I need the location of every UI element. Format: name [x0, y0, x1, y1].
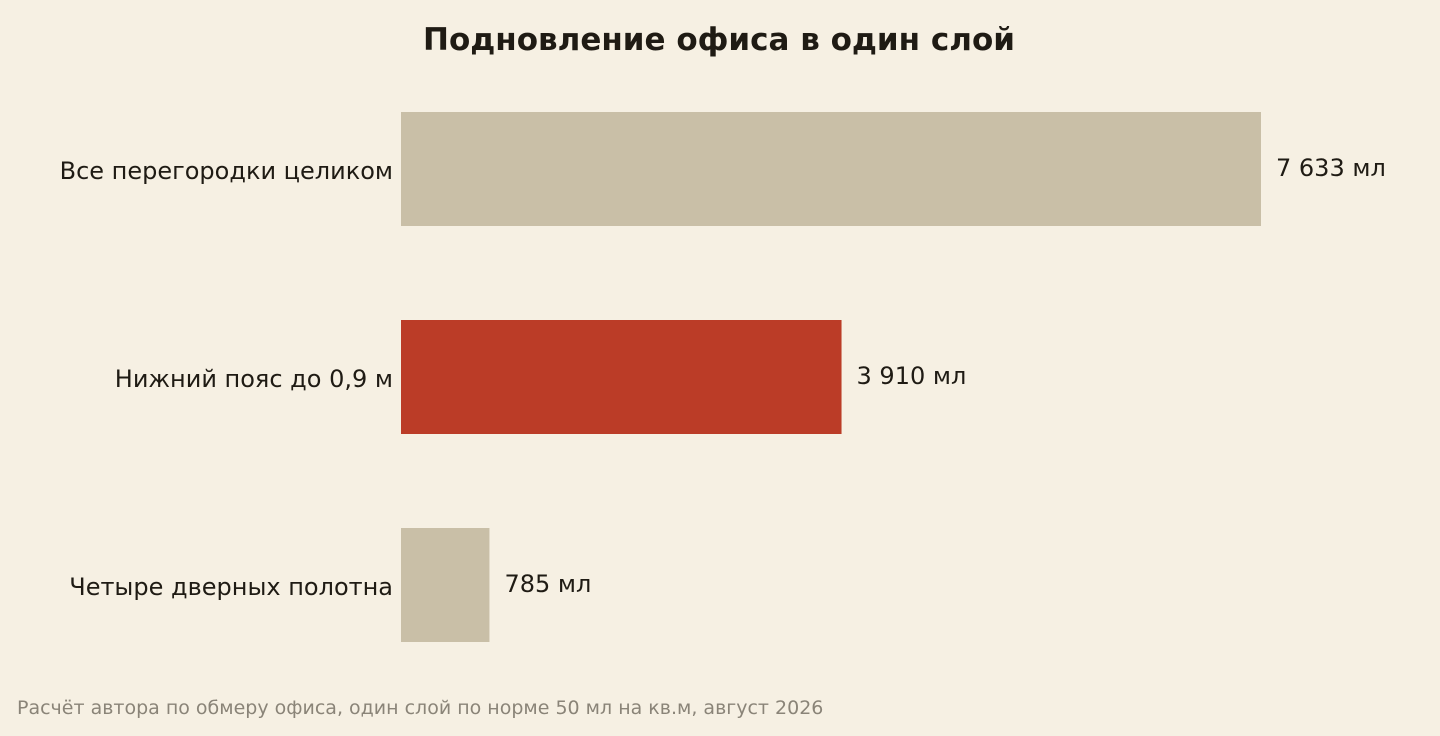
bar-2 [401, 320, 842, 434]
bars-layer: Все перегородки целиком 7 633 мл Нижний по… [60, 112, 1386, 642]
source-note: Расчёт автора по обмеру офиса, один слой… [17, 697, 823, 719]
value-label-3: 785 мл [504, 570, 591, 598]
chart-title: Подновление офиса в один слой [423, 22, 1015, 58]
value-label-2: 3 910 мл [857, 362, 967, 390]
bar-1 [401, 112, 1261, 226]
category-label-3: Четыре дверных полотна [69, 573, 393, 601]
value-label-1: 7 633 мл [1276, 154, 1386, 182]
bar-3 [401, 528, 490, 642]
category-label-2: Нижний пояс до 0,9 м [115, 365, 393, 393]
category-label-1: Все перегородки целиком [60, 157, 393, 185]
